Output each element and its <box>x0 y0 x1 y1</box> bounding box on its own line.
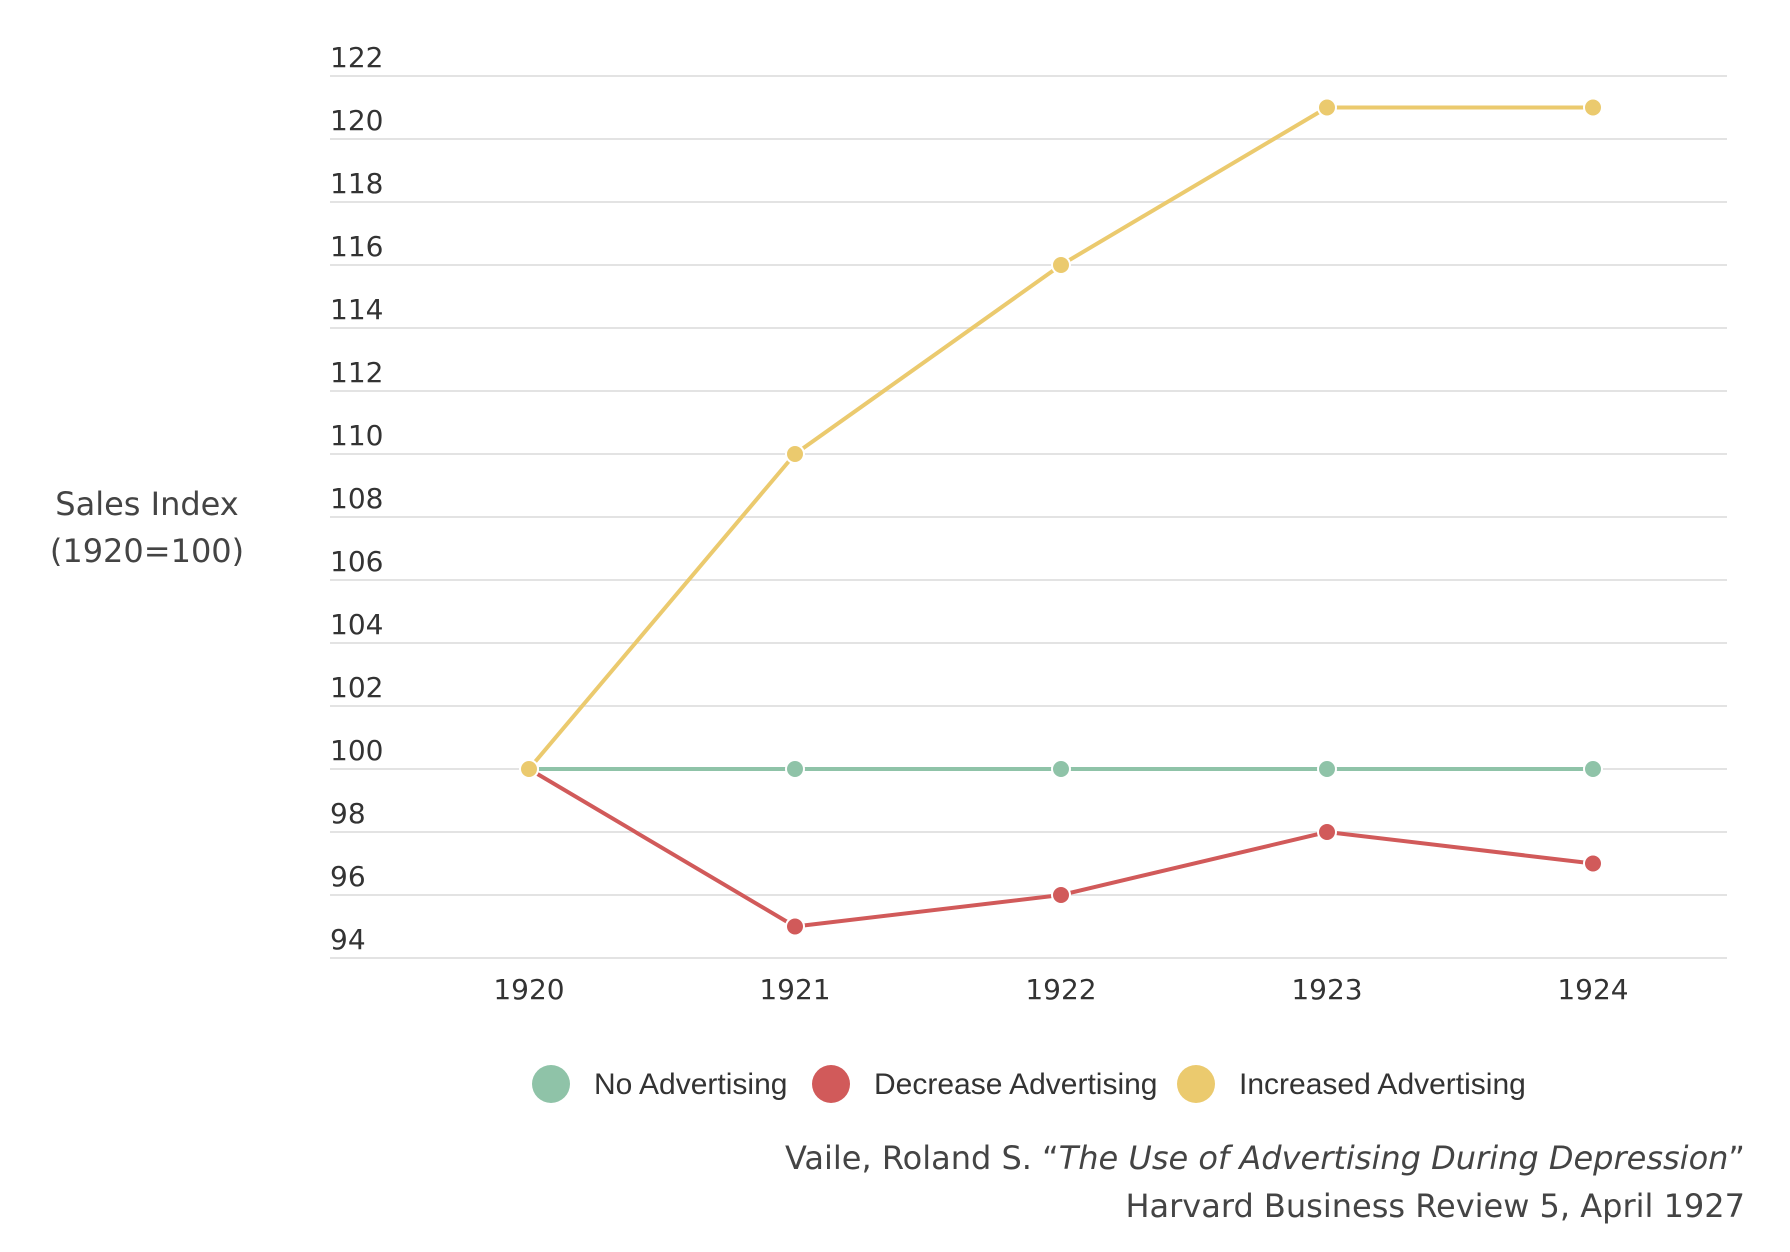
y-tick-label-110: 110 <box>330 419 383 452</box>
legend-label-no-advertising: No Advertising <box>594 1068 787 1101</box>
x-tick-label-1920: 1920 <box>493 973 564 1006</box>
y-axis-ticks: 94 96 98 100 102 104 106 108 110 112 114 116 118 120 1… <box>330 41 383 956</box>
data-point-increased-advertising-1920 <box>519 759 539 779</box>
y-tick-label-112: 112 <box>330 356 383 389</box>
data-point-no-advertising-1921 <box>785 759 805 779</box>
y-tick-label-104: 104 <box>330 608 383 641</box>
y-tick-label-106: 106 <box>330 545 383 578</box>
grid-lines <box>330 75 1727 959</box>
x-tick-label-1923: 1923 <box>1291 973 1362 1006</box>
data-point-decrease-advertising-1924 <box>1583 853 1603 874</box>
y-tick-label-116: 116 <box>330 230 383 263</box>
y-tick-label-118: 118 <box>330 167 383 200</box>
data-point-no-advertising-1922 <box>1051 759 1071 779</box>
legend-swatch-increased-advertising <box>1177 1065 1215 1103</box>
data-point-decrease-advertising-1922 <box>1051 885 1071 905</box>
citation-line-2: Harvard Business Review 5, April 1927 <box>1125 1187 1745 1225</box>
legend-swatch-decrease-advertising <box>812 1065 850 1103</box>
legend: No Advertising Decrease Advertising Increa… <box>532 1065 1526 1103</box>
y-tick-label-108: 108 <box>330 482 383 515</box>
citation-author: Vaile, Roland S. “ <box>785 1139 1059 1177</box>
data-point-increased-advertising-1924 <box>1583 97 1603 118</box>
y-axis-label-line-1: Sales Index <box>55 485 238 523</box>
x-tick-label-1922: 1922 <box>1025 973 1096 1006</box>
citation-quote-close: ” <box>1728 1139 1745 1177</box>
y-tick-label-98: 98 <box>330 797 366 830</box>
series-group <box>519 97 1603 937</box>
data-point-decrease-advertising-1923 <box>1317 822 1337 842</box>
y-tick-label-96: 96 <box>330 860 366 893</box>
data-point-increased-advertising-1922 <box>1051 255 1071 275</box>
legend-label-increased-advertising: Increased Advertising <box>1239 1068 1526 1101</box>
x-tick-label-1921: 1921 <box>759 973 830 1006</box>
y-tick-label-94: 94 <box>330 923 366 956</box>
series-line-increased-advertising <box>527 105 1593 771</box>
y-tick-label-120: 120 <box>330 104 383 137</box>
y-tick-label-122: 122 <box>330 41 383 74</box>
y-tick-label-102: 102 <box>330 671 383 704</box>
citation-line-1: Vaile, Roland S. “The Use of Advertising… <box>785 1134 1745 1182</box>
y-axis-label-line-2: (1920=100) <box>50 532 244 570</box>
data-point-no-advertising-1924 <box>1583 759 1603 779</box>
citation: Vaile, Roland S. “The Use of Advertising… <box>785 1134 1745 1230</box>
citation-title: The Use of Advertising During Depression <box>1058 1139 1729 1177</box>
y-tick-label-114: 114 <box>330 293 383 326</box>
legend-swatch-no-advertising <box>532 1065 570 1103</box>
y-tick-label-100: 100 <box>330 734 383 767</box>
legend-label-decrease-advertising: Decrease Advertising <box>874 1068 1157 1101</box>
data-point-increased-advertising-1923 <box>1317 97 1337 118</box>
x-tick-label-1924: 1924 <box>1557 973 1628 1006</box>
data-point-decrease-advertising-1921 <box>785 916 805 937</box>
data-point-increased-advertising-1921 <box>785 444 805 464</box>
x-axis-ticks: 1920 1921 1922 1923 1924 <box>493 973 1628 1006</box>
data-point-no-advertising-1923 <box>1317 759 1337 779</box>
